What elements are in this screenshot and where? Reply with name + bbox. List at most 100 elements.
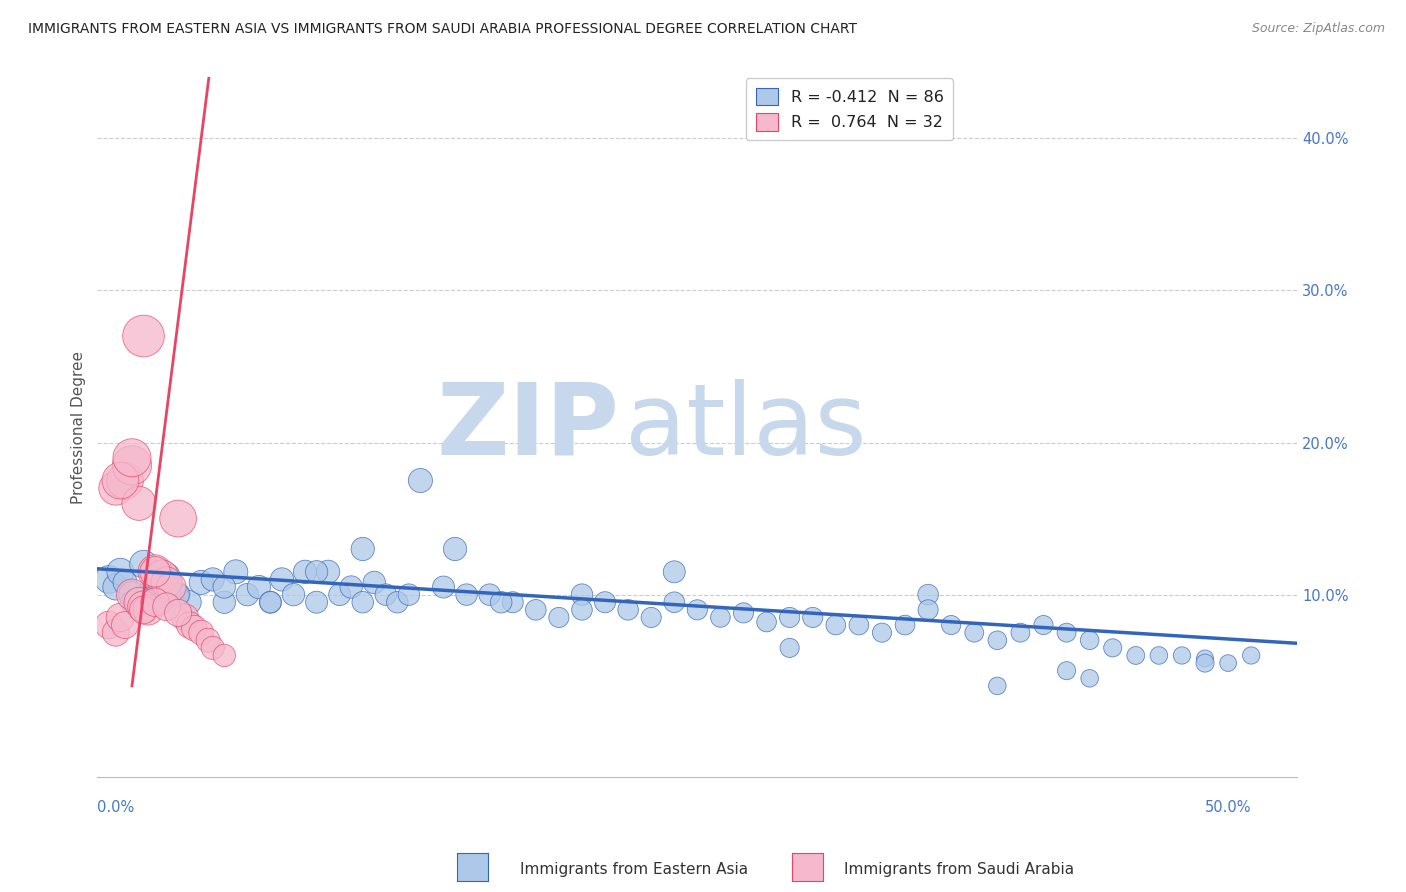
Point — [986, 633, 1008, 648]
Point — [1147, 648, 1170, 663]
Point — [305, 595, 328, 609]
Point — [1056, 625, 1078, 640]
Point — [755, 615, 778, 629]
Point — [97, 573, 120, 587]
Point — [214, 648, 236, 663]
Point — [963, 625, 986, 640]
Point — [236, 588, 259, 602]
Point — [686, 603, 709, 617]
Point — [174, 610, 197, 624]
Text: Source: ZipAtlas.com: Source: ZipAtlas.com — [1251, 22, 1385, 36]
Point — [104, 625, 127, 640]
Point — [259, 595, 281, 609]
Point — [617, 603, 640, 617]
Point — [941, 618, 963, 632]
Point — [167, 606, 190, 620]
Point — [136, 588, 159, 602]
Point — [917, 603, 939, 617]
Point — [136, 603, 159, 617]
Point — [155, 569, 177, 583]
Point — [664, 565, 686, 579]
Point — [114, 474, 136, 488]
Point — [1010, 625, 1032, 640]
Text: 50.0%: 50.0% — [1205, 800, 1251, 815]
Point — [155, 599, 177, 614]
Point — [179, 595, 201, 609]
Point — [132, 599, 155, 614]
Point — [478, 588, 501, 602]
Point — [1078, 671, 1101, 685]
Point — [571, 603, 593, 617]
Point — [1240, 648, 1263, 663]
Point — [183, 621, 205, 635]
Point — [1078, 633, 1101, 648]
Point — [870, 625, 893, 640]
Point — [593, 595, 616, 609]
Point — [1032, 618, 1054, 632]
Text: ZIP: ZIP — [436, 379, 620, 475]
Point — [150, 569, 173, 583]
Text: atlas: atlas — [626, 379, 868, 475]
Point — [801, 610, 824, 624]
Point — [104, 580, 127, 594]
Point — [329, 588, 352, 602]
Point — [143, 565, 166, 579]
Point — [132, 329, 155, 343]
Point — [114, 618, 136, 632]
Point — [571, 588, 593, 602]
Point — [547, 610, 569, 624]
Text: Immigrants from Saudi Arabia: Immigrants from Saudi Arabia — [844, 863, 1074, 877]
Point — [110, 565, 132, 579]
Point — [167, 511, 190, 525]
Point — [986, 679, 1008, 693]
Point — [283, 588, 305, 602]
Point — [489, 595, 512, 609]
Point — [1056, 664, 1078, 678]
Point — [1194, 651, 1216, 665]
Point — [374, 588, 396, 602]
Point — [214, 595, 236, 609]
Point — [271, 573, 294, 587]
Point — [179, 618, 201, 632]
Point — [733, 606, 755, 620]
Point — [201, 573, 224, 587]
Point — [294, 565, 316, 579]
Point — [259, 595, 281, 609]
Point — [1101, 640, 1123, 655]
Point — [132, 603, 155, 617]
Point — [894, 618, 917, 632]
Point — [444, 541, 467, 556]
Point — [824, 618, 846, 632]
Point — [104, 481, 127, 495]
Point — [363, 575, 385, 590]
Point — [1216, 656, 1239, 670]
Point — [167, 588, 190, 602]
Text: IMMIGRANTS FROM EASTERN ASIA VS IMMIGRANTS FROM SAUDI ARABIA PROFESSIONAL DEGREE: IMMIGRANTS FROM EASTERN ASIA VS IMMIGRAN… — [28, 22, 858, 37]
Point — [121, 588, 143, 602]
Point — [409, 474, 432, 488]
Point — [155, 575, 177, 590]
Point — [132, 558, 155, 572]
Text: 0.0%: 0.0% — [97, 800, 135, 815]
Point — [352, 541, 374, 556]
Point — [160, 580, 183, 594]
Point — [848, 618, 870, 632]
Point — [1194, 656, 1216, 670]
Point — [190, 625, 212, 640]
Point — [779, 640, 801, 655]
Point — [167, 588, 190, 602]
Point — [524, 603, 547, 617]
Point — [121, 450, 143, 465]
Point — [114, 575, 136, 590]
Point — [398, 588, 420, 602]
Point — [110, 610, 132, 624]
Point — [197, 633, 219, 648]
Point — [917, 588, 939, 602]
Point — [640, 610, 662, 624]
Point — [432, 580, 454, 594]
Point — [247, 580, 270, 594]
Point — [456, 588, 478, 602]
Point — [225, 565, 247, 579]
Point — [143, 565, 166, 579]
Text: Immigrants from Eastern Asia: Immigrants from Eastern Asia — [520, 863, 748, 877]
